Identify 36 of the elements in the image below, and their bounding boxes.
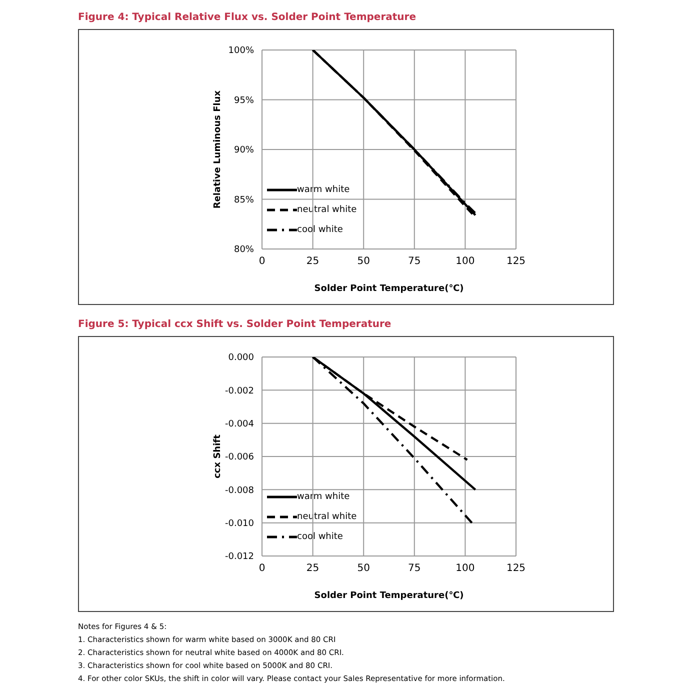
y-tick-label: 100% [228,46,254,56]
y-tick-label: 85% [234,195,254,206]
y-tick-label: -0.008 [224,486,254,496]
y-tick-label: 95% [234,96,254,106]
legend-label: warm white [297,185,350,195]
x-tick-label: 125 [506,563,526,574]
y-axis-title: Relative Luminous Flux [213,90,224,209]
y-tick-label: -0.012 [224,552,254,562]
legend-label: neutral white [297,205,357,215]
x-tick-label: 125 [506,256,526,268]
y-tick-label: -0.004 [224,420,254,430]
x-tick-label: 50 [357,563,370,574]
x-tick-label: 75 [408,256,421,268]
legend-label: neutral white [297,512,357,522]
y-tick-label: 90% [234,146,254,156]
legend-label: cool white [297,225,343,235]
legend-label: warm white [297,492,350,502]
x-axis-title: Solder Point Temperature(℃) [314,591,464,601]
chart-title: Figure 4: Typical Relative Flux vs. Solder Point Temperature [78,12,417,23]
y-axis-title: ccx Shift [213,434,224,478]
x-tick-label: 50 [357,256,370,268]
y-tick-label: -0.010 [224,519,254,530]
x-tick-label: 25 [306,256,320,268]
x-tick-label: 100 [456,256,475,268]
legend-label: cool white [297,532,343,542]
y-tick-label: -0.002 [224,386,254,396]
y-tick-label: 80% [234,245,254,256]
x-tick-label: 100 [456,563,475,574]
x-tick-label: 25 [306,563,320,574]
x-tick-label: 0 [258,563,266,574]
chart-title: Figure 5: Typical ccx Shift vs. Solder Point Temperature [78,319,392,330]
x-tick-label: 75 [408,563,421,574]
x-tick-label: 0 [258,256,266,268]
y-tick-label: 0.000 [228,353,254,364]
y-tick-label: -0.006 [224,452,254,463]
x-axis-title: Solder Point Temperature(℃) [314,284,464,294]
